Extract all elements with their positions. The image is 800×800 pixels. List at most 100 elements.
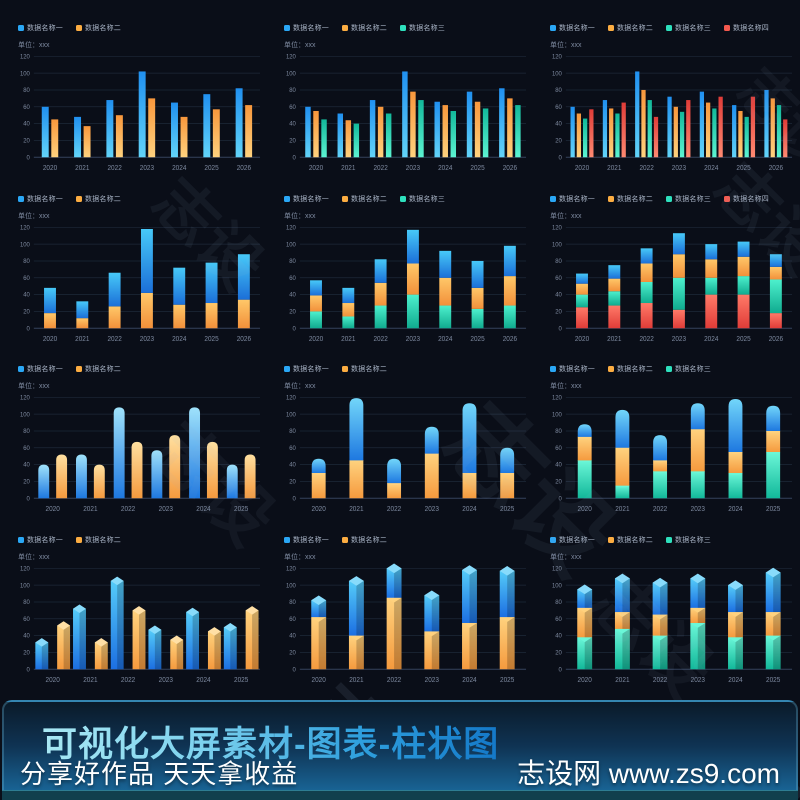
legend-item[interactable]: 数据名称三 — [400, 194, 445, 204]
legend-label: 数据名称二 — [351, 366, 387, 373]
legend-item[interactable]: 数据名称一 — [284, 23, 329, 33]
footer-banner: 可视化大屏素材-图表-柱状图 分享好作品 天天拿收益 志设网 www.zs9.c… — [2, 700, 798, 800]
y-tick-label: 60 — [23, 274, 30, 281]
legend-item[interactable]: 数据名称一 — [284, 364, 329, 374]
unit-label: 单位：xxx — [550, 553, 582, 561]
y-tick-label: 80 — [23, 257, 30, 264]
y-tick-label: 40 — [289, 121, 296, 128]
x-tick-label: 2024 — [438, 335, 453, 342]
unit-label: 单位：xxx — [550, 383, 582, 390]
y-tick-label: 120 — [286, 394, 296, 401]
legend-item[interactable]: 数据名称二 — [342, 364, 387, 374]
legend-item[interactable]: 数据名称二 — [608, 194, 653, 204]
legend-label: 数据名称二 — [85, 195, 121, 203]
bar-chart-plot: 0 20 40 60 80 100 120 2020 2021 2022 2023 2024 2025 — [552, 394, 793, 513]
legend-item[interactable]: 数据名称一 — [18, 535, 63, 545]
legend-item[interactable]: 数据名称一 — [550, 23, 595, 33]
legend-item[interactable]: 数据名称四 — [724, 194, 769, 204]
y-tick-label: 0 — [27, 666, 31, 673]
chart-round-stacked-2: 数据名称一 数据名称二 单位：xxx 0 20 40 60 80 100 120 2020 2021 2… — [280, 355, 530, 520]
legend-label: 数据名称一 — [559, 366, 595, 373]
legend-swatch-icon — [284, 25, 290, 31]
x-tick-label: 2020 — [312, 676, 327, 683]
y-tick-label: 100 — [286, 582, 296, 589]
x-tick-label: 2025 — [204, 335, 219, 342]
y-tick-label: 60 — [289, 615, 296, 622]
x-tick-label: 2023 — [425, 676, 440, 683]
chart-legend: 数据名称一 数据名称二 数据名称三 数据名称四 — [550, 22, 796, 34]
legend-item[interactable]: 数据名称一 — [550, 535, 595, 545]
legend-item[interactable]: 数据名称二 — [76, 194, 121, 204]
y-tick-label: 60 — [555, 104, 562, 111]
chart-legend: 数据名称一 数据名称二 — [18, 363, 264, 375]
chart-stacked-2: 数据名称一 数据名称二 单位：xxx 0 20 40 60 80 100 120 2020 2021 2… — [14, 185, 264, 350]
x-tick-label: 2021 — [607, 335, 622, 342]
legend-label: 数据名称二 — [351, 25, 387, 32]
x-tick-label: 2023 — [406, 335, 421, 342]
x-tick-label: 2022 — [373, 165, 388, 172]
y-tick-label: 20 — [23, 137, 30, 144]
x-tick-label: 2025 — [736, 335, 751, 342]
x-tick-label: 2022 — [373, 335, 388, 342]
legend-item[interactable]: 数据名称二 — [342, 23, 387, 33]
legend-item[interactable]: 数据名称二 — [76, 364, 121, 374]
y-tick-label: 40 — [555, 291, 562, 298]
y-tick-label: 40 — [289, 632, 296, 639]
x-tick-label: 2022 — [653, 506, 668, 513]
legend-item[interactable]: 数据名称二 — [76, 535, 121, 545]
legend-item[interactable]: 数据名称三 — [666, 535, 711, 545]
legend-item[interactable]: 数据名称二 — [342, 194, 387, 204]
y-tick-label: 60 — [289, 274, 296, 281]
unit-label: 单位：xxx — [550, 212, 582, 220]
chart-legend: 数据名称一 数据名称二 数据名称三 — [284, 193, 530, 205]
legend-item[interactable]: 数据名称三 — [666, 194, 711, 204]
x-tick-label: 2021 — [615, 676, 630, 683]
banner-title: 可视化大屏素材-图表-柱状图 — [42, 716, 499, 767]
x-tick-label: 2026 — [769, 335, 784, 342]
legend-item[interactable]: 数据名称四 — [724, 23, 769, 33]
y-tick-label: 40 — [23, 121, 30, 128]
bar-chart-plot: 0 20 40 60 80 100 120 2020 2021 2022 2023 2024 2025 2… — [552, 224, 793, 343]
bar-chart-plot: 0 20 40 60 80 100 120 2020 2021 2022 2023 2024 2025 — [286, 563, 527, 684]
y-tick-label: 80 — [23, 87, 30, 94]
legend-item[interactable]: 数据名称二 — [608, 364, 653, 374]
x-tick-label: 2021 — [83, 676, 98, 683]
x-tick-label: 2026 — [769, 165, 784, 172]
banner-site-url[interactable]: 志设网 www.zs9.com — [517, 758, 780, 789]
legend-item[interactable]: 数据名称二 — [608, 535, 653, 545]
chart-legend: 数据名称一 数据名称二 数据名称三 — [284, 22, 530, 34]
legend-item[interactable]: 数据名称三 — [666, 23, 711, 33]
unit-label: 单位：xxx — [284, 553, 316, 561]
legend-item[interactable]: 数据名称一 — [550, 194, 595, 204]
y-tick-label: 100 — [286, 70, 296, 77]
x-tick-label: 2024 — [728, 506, 743, 513]
x-tick-label: 2025 — [470, 165, 485, 172]
legend-item[interactable]: 数据名称二 — [76, 23, 121, 33]
legend-item[interactable]: 数据名称二 — [342, 535, 387, 545]
legend-item[interactable]: 数据名称一 — [284, 535, 329, 545]
bar-chart-plot: 0 20 40 60 80 100 120 2020 2021 2022 2023 2024 2025 2… — [286, 53, 527, 172]
y-tick-label: 100 — [552, 241, 562, 248]
legend-item[interactable]: 数据名称一 — [18, 194, 63, 204]
legend-swatch-icon — [608, 25, 614, 31]
legend-item[interactable]: 数据名称三 — [400, 23, 445, 33]
legend-swatch-icon — [608, 536, 614, 543]
legend-label: 数据名称二 — [85, 25, 121, 32]
legend-item[interactable]: 数据名称一 — [18, 23, 63, 33]
legend-swatch-icon — [608, 366, 614, 372]
legend-item[interactable]: 数据名称二 — [608, 23, 653, 33]
y-tick-label: 40 — [23, 462, 30, 469]
y-tick-label: 0 — [293, 495, 297, 502]
x-tick-label: 2020 — [43, 165, 58, 172]
banner-bottom-strip — [2, 790, 798, 800]
legend-item[interactable]: 数据名称一 — [550, 364, 595, 374]
y-tick-label: 20 — [289, 478, 296, 485]
legend-item[interactable]: 数据名称三 — [666, 364, 711, 374]
y-tick-label: 120 — [20, 565, 30, 572]
chart-legend: 数据名称一 数据名称二 数据名称三 — [550, 363, 796, 375]
legend-item[interactable]: 数据名称一 — [284, 194, 329, 204]
y-tick-label: 60 — [23, 615, 30, 622]
x-tick-label: 2023 — [140, 335, 155, 342]
legend-item[interactable]: 数据名称一 — [18, 364, 63, 374]
